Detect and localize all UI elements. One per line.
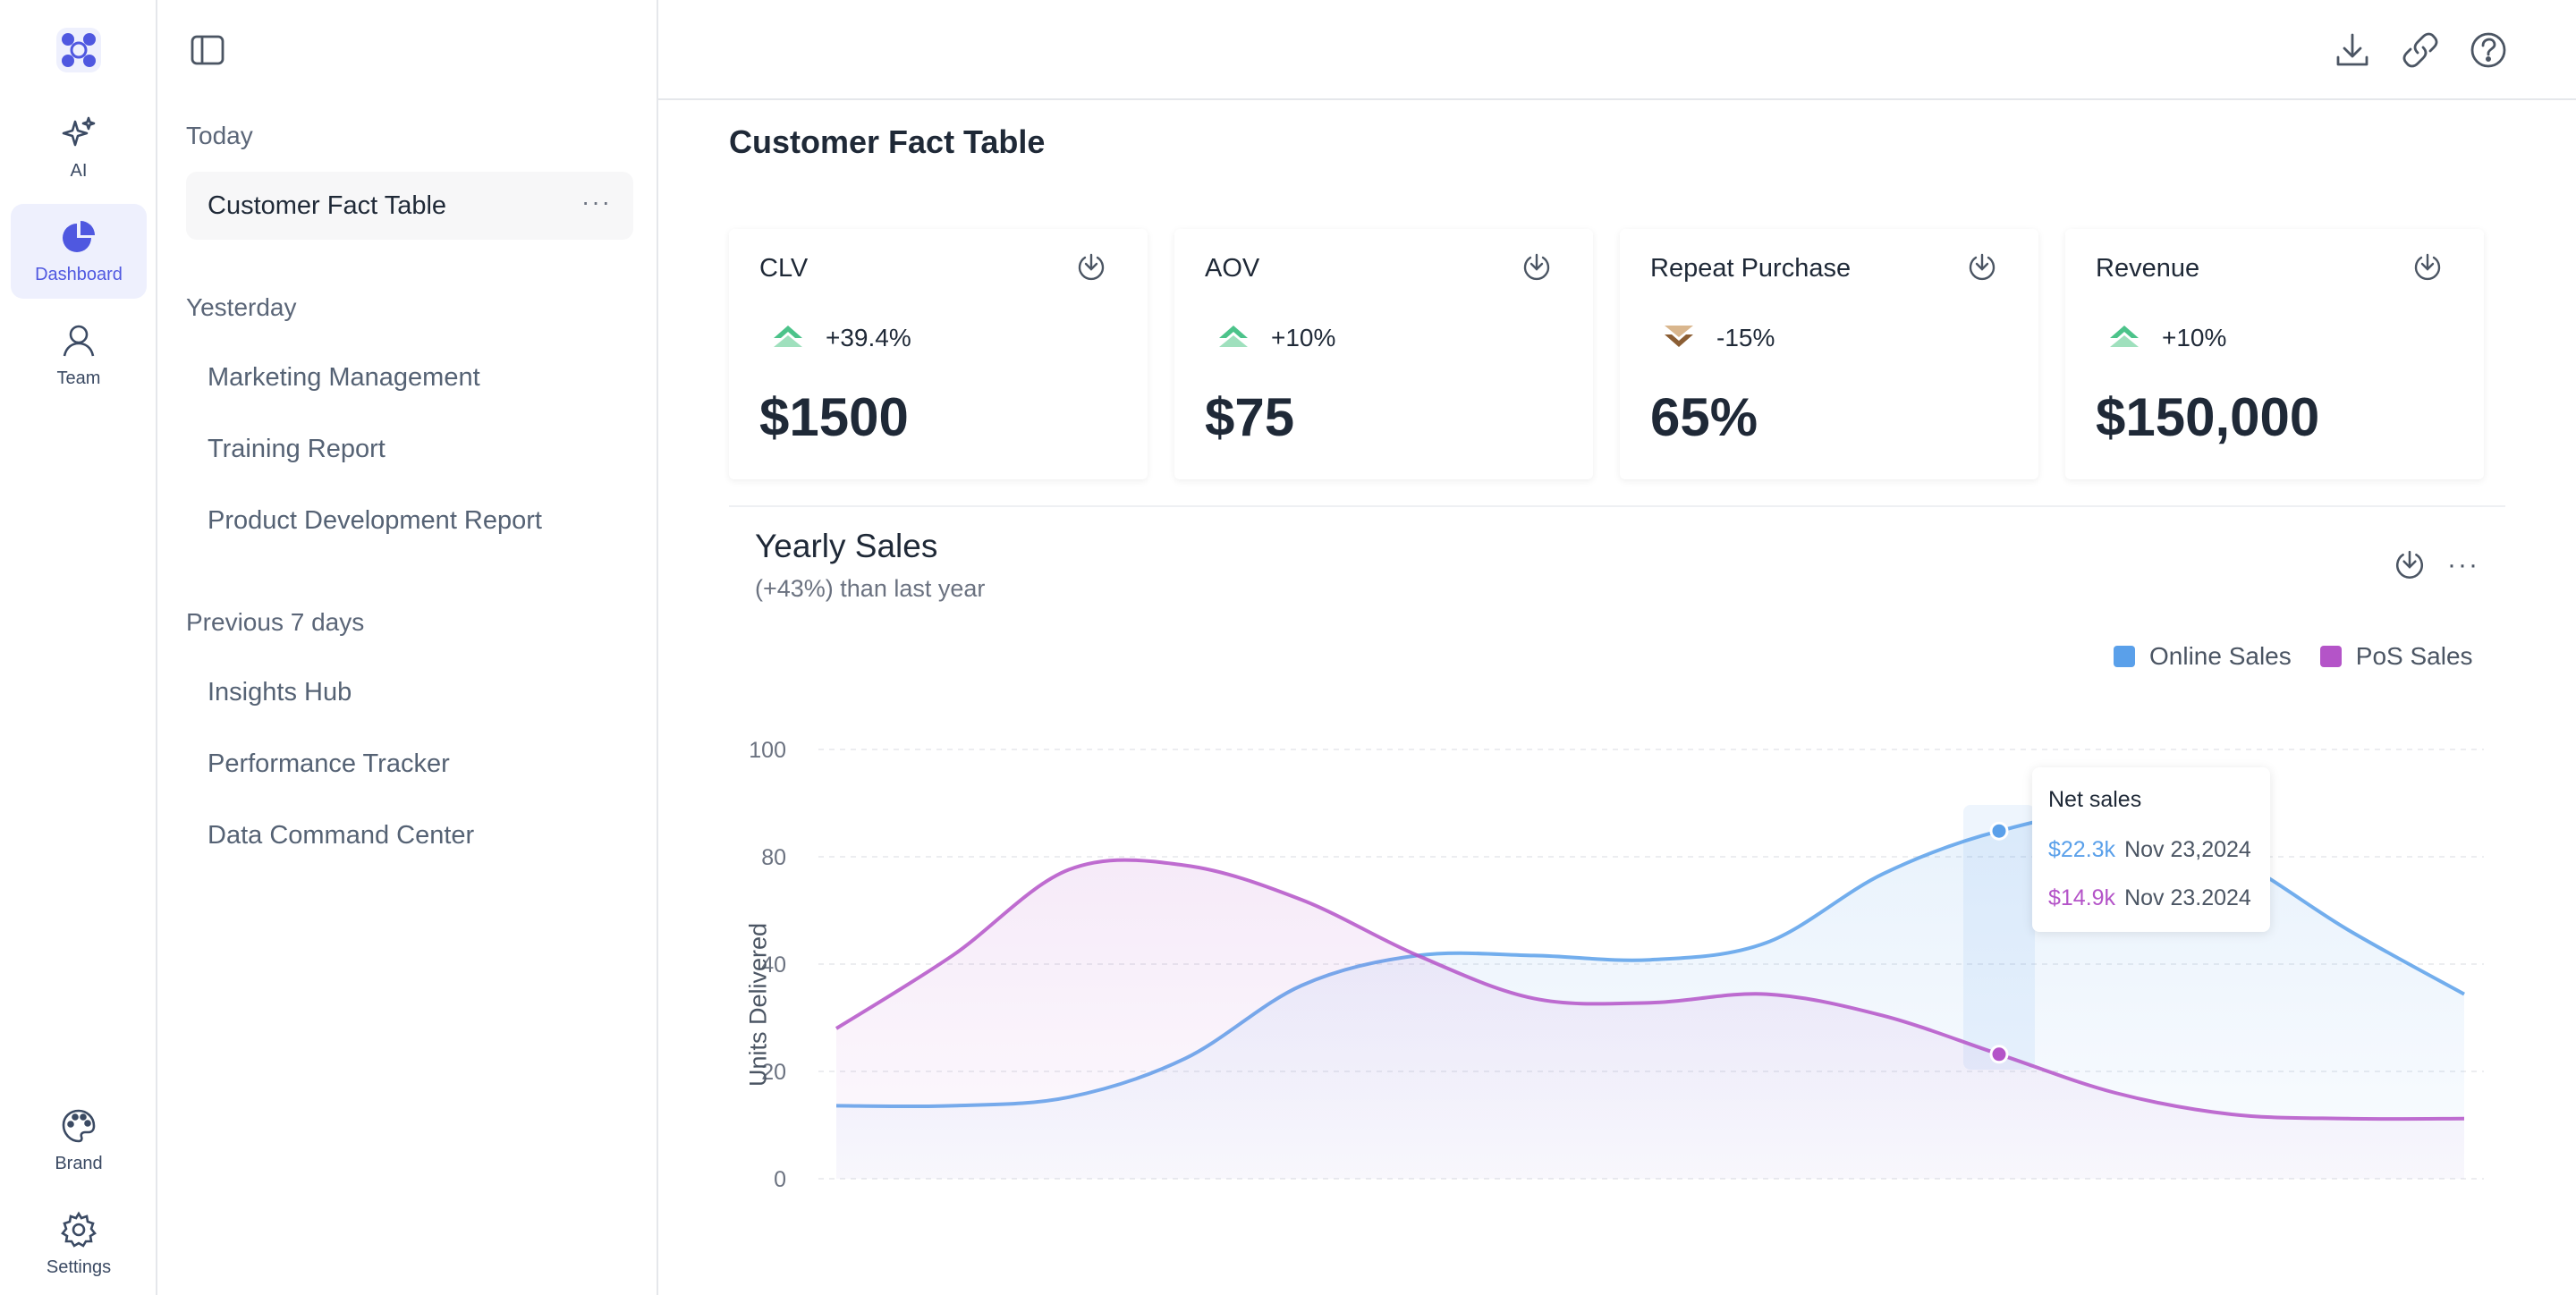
tooltip-row-online: $22.3k Nov 23,2024 (2048, 837, 2251, 863)
y-tick-label: 100 (749, 738, 786, 763)
history-item-marketing-management[interactable]: Marketing Management (186, 343, 633, 411)
rail-item-ai[interactable]: AI (11, 100, 147, 195)
legend-label: Online Sales (2149, 642, 2292, 670)
y-axis-label: Units Delivered (744, 922, 772, 1088)
kpi-title: AOV (1205, 254, 1260, 283)
chart-download-icon[interactable] (2394, 549, 2426, 581)
legend-swatch (2319, 646, 2342, 667)
rail-item-label: AI (70, 160, 88, 181)
history-item-label: Training Report (208, 434, 386, 463)
tooltip-title: Net sales (2048, 787, 2142, 812)
section-divider (729, 505, 2505, 507)
kpi-value: $150,000 (2096, 387, 2320, 447)
more-options-icon[interactable]: ··· (581, 188, 612, 216)
history-item-training-report[interactable]: Training Report (186, 415, 633, 483)
y-tick-label: 20 (761, 1060, 786, 1085)
history-item-label: Marketing Management (208, 362, 480, 392)
history-item-product-development-report[interactable]: Product Development Report (186, 487, 633, 554)
data-point-online-sales[interactable] (1989, 821, 2009, 841)
kpi-change: +39.4% (826, 324, 911, 351)
rail-item-dashboard[interactable]: Dashboard (11, 204, 147, 299)
chart-tooltip: Net sales $22.3k Nov 23,2024 $14.9k Nov … (2032, 767, 2270, 932)
trend-up-icon (2110, 326, 2139, 347)
kpi-value: 65% (1650, 387, 1758, 447)
link-icon[interactable] (2401, 30, 2440, 70)
kpi-card-revenue: Revenue +10% $150,000 (2065, 229, 2484, 479)
series-area-pos-sales (836, 859, 2464, 1179)
kpi-title: Repeat Purchase (1650, 254, 1852, 283)
history-item-label: Customer Fact Table (208, 190, 447, 220)
kpi-title: CLV (759, 254, 809, 283)
kpi-change: +10% (1271, 324, 1336, 351)
chart-subtitle: (+43%) than last year (755, 575, 986, 602)
kpi-card-clv: CLV +39.4% $1500 (729, 229, 1148, 479)
y-tick-label: 40 (761, 952, 786, 978)
trend-up-icon (774, 326, 802, 347)
group-label-yesterday: Yesterday (186, 293, 297, 321)
rail-item-settings[interactable]: Settings (11, 1197, 147, 1291)
kpi-value: $1500 (759, 387, 909, 447)
trend-down-icon (1665, 326, 1693, 347)
history-item-label: Product Development Report (208, 505, 542, 535)
page-title: Customer Fact Table (729, 123, 1046, 160)
download-circle-icon[interactable] (1967, 252, 1997, 283)
legend-label: PoS Sales (2355, 642, 2473, 670)
rail-item-label: Brand (55, 1153, 103, 1173)
main-content: Customer Fact Table CLV +39.4% $1500 AOV… (658, 0, 2576, 1295)
kpi-change: +10% (2162, 324, 2227, 351)
rail-item-label: Settings (46, 1257, 112, 1277)
data-point-pos-sales[interactable] (1989, 1045, 2009, 1064)
download-circle-icon[interactable] (2412, 252, 2443, 283)
app-logo-icon[interactable] (55, 27, 102, 73)
tooltip-value: $22.3k (2048, 837, 2116, 862)
tooltip-date: Nov 23,2024 (2124, 837, 2251, 862)
legend-item-pos-sales[interactable]: PoS Sales (2319, 642, 2473, 671)
help-icon[interactable] (2469, 30, 2508, 70)
user-icon (63, 325, 95, 356)
history-item-customer-fact-table[interactable]: Customer Fact Table ··· (186, 172, 633, 240)
kpi-value: $75 (1205, 387, 1295, 447)
y-tick-label: 0 (774, 1167, 786, 1192)
chart-title: Yearly Sales (755, 528, 938, 564)
kpi-change: -15% (1716, 324, 1775, 351)
y-tick-label: 80 (761, 845, 786, 870)
group-label-previous-7-days: Previous 7 days (186, 608, 365, 636)
history-sidebar: Today Customer Fact Table ··· Yesterday … (157, 0, 658, 1295)
pie-chart-icon (63, 220, 95, 252)
legend-swatch (2114, 646, 2135, 667)
chart-legend: Online Sales PoS Sales (2114, 642, 2473, 671)
series-line-pos-sales[interactable] (835, 858, 2465, 1121)
trend-up-icon (1219, 326, 1248, 347)
palette-icon (62, 1109, 96, 1142)
sparkles-icon (62, 116, 96, 146)
history-item-insights-hub[interactable]: Insights Hub (186, 658, 633, 726)
history-item-label: Insights Hub (208, 677, 352, 707)
download-circle-icon[interactable] (1076, 252, 1106, 283)
gear-icon (61, 1210, 97, 1248)
top-bar (658, 0, 2576, 100)
history-item-data-command-center[interactable]: Data Command Center (186, 801, 633, 869)
legend-item-online-sales[interactable]: Online Sales (2114, 642, 2292, 671)
tooltip-row-pos: $14.9k Nov 23.2024 (2048, 885, 2251, 911)
rail-item-team[interactable]: Team (11, 308, 147, 402)
download-icon[interactable] (2333, 30, 2372, 70)
group-label-today: Today (186, 122, 253, 149)
history-item-label: Data Command Center (208, 820, 475, 850)
history-item-performance-tracker[interactable]: Performance Tracker (186, 730, 633, 798)
icon-rail: AI Dashboard Team Brand Settings (0, 0, 157, 1295)
rail-item-label: Team (56, 368, 101, 388)
history-item-label: Performance Tracker (208, 749, 450, 778)
tooltip-value: $14.9k (2048, 885, 2116, 910)
rail-item-label: Dashboard (35, 264, 123, 284)
kpi-card-aov: AOV +10% $75 (1174, 229, 1593, 479)
kpi-title: Revenue (2096, 254, 2200, 283)
tooltip-date: Nov 23.2024 (2124, 885, 2251, 910)
download-circle-icon[interactable] (1521, 252, 1552, 283)
chart-more-options-icon[interactable]: ··· (2447, 550, 2479, 580)
sidebar-toggle-icon[interactable] (190, 34, 225, 66)
rail-item-brand[interactable]: Brand (11, 1093, 147, 1188)
kpi-card-repeat-purchase: Repeat Purchase -15% 65% (1620, 229, 2038, 479)
